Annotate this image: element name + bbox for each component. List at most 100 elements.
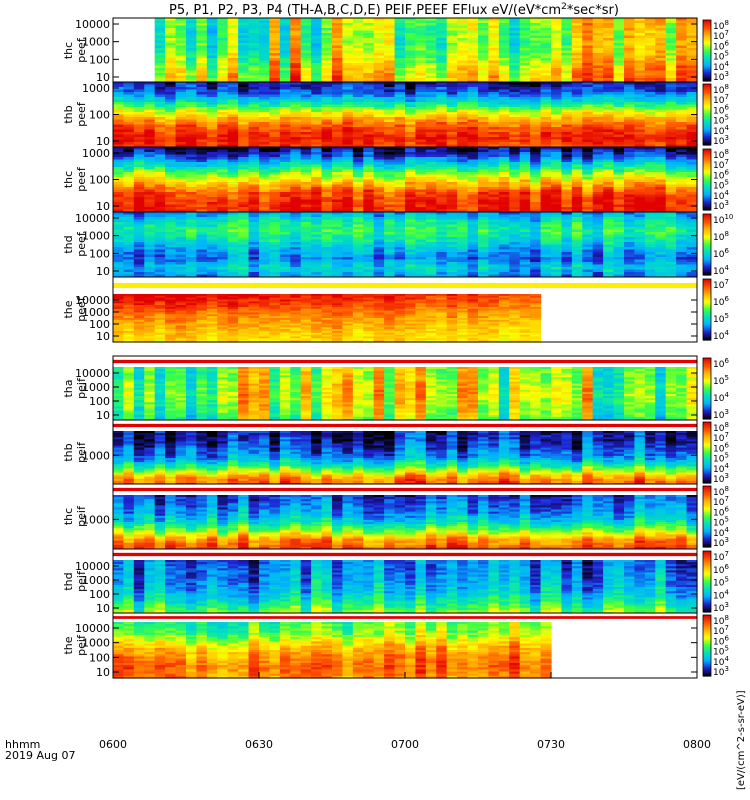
spectrogram-cell — [269, 139, 281, 143]
spectrogram-cell — [165, 89, 177, 93]
spectrogram-cell — [133, 92, 145, 96]
y-tick-label: 10 — [96, 71, 110, 84]
spectrogram-cell — [165, 122, 177, 126]
spectrogram-cell — [488, 53, 500, 57]
spectrogram-cell — [373, 48, 385, 52]
spectrogram-cell — [227, 139, 239, 143]
spectrogram-cell — [290, 53, 302, 57]
spectrogram-cell — [613, 30, 625, 34]
spectrogram-cell — [269, 137, 281, 141]
spectrogram-cell — [206, 87, 218, 91]
spectrogram-cell — [290, 30, 302, 34]
spectrogram-cell — [540, 25, 552, 29]
spectrogram-cell — [363, 38, 375, 42]
spectrogram-cell — [457, 50, 469, 54]
spectrogram-cell — [311, 30, 323, 34]
spectrogram-cell — [154, 87, 166, 91]
spectrogram-cell — [186, 40, 198, 44]
spectrogram-cell — [175, 129, 187, 133]
spectrogram-cell — [113, 117, 125, 121]
spectrogram-cell — [551, 35, 563, 39]
spectrogram-cell — [238, 137, 250, 141]
spectrogram-cell — [217, 134, 229, 138]
spectrogram-cell — [342, 78, 354, 82]
spectrogram-cell — [603, 45, 615, 49]
spectrogram-cell — [509, 48, 521, 52]
spectrogram-cell — [311, 23, 323, 27]
spectrogram-cell — [415, 78, 427, 82]
spectrogram-cell — [196, 129, 208, 133]
spectrogram-cell — [290, 60, 302, 64]
spectrogram-cell — [238, 142, 250, 146]
spectrogram-cell — [561, 33, 573, 37]
spectrogram-cell — [290, 137, 302, 141]
spectrogram-cell — [613, 35, 625, 39]
spectrogram-cell — [300, 142, 312, 146]
spectrogram-cell — [269, 75, 281, 79]
spectrogram-cell — [248, 75, 260, 79]
spectrogram-cell — [425, 43, 437, 47]
spectrogram-cell — [519, 40, 531, 44]
spectrogram-cell — [498, 78, 510, 82]
spectrogram-cell — [269, 55, 281, 59]
spectrogram-cell — [206, 119, 218, 123]
spectrogram-cell — [613, 60, 625, 64]
spectrogram-cell — [175, 102, 187, 106]
spectrogram-cell — [603, 40, 615, 44]
spectrogram-cell — [206, 109, 218, 113]
spectrogram-cell — [519, 25, 531, 29]
spectrogram-cell — [644, 18, 656, 22]
spectrogram-cell — [196, 30, 208, 34]
spectrogram-cell — [686, 43, 698, 47]
spectrogram-cell — [373, 58, 385, 62]
spectrogram-cell — [686, 63, 698, 67]
spectrogram-cell — [624, 20, 636, 24]
spectrogram-cell — [446, 73, 458, 77]
spectrogram-cell — [592, 20, 604, 24]
spectrogram-cell — [269, 104, 281, 108]
spectrogram-cell — [540, 45, 552, 49]
spectrogram-cell — [551, 73, 563, 77]
spectrogram-cell — [133, 134, 145, 138]
spectrogram-cell — [467, 75, 479, 79]
spectrogram-cell — [551, 40, 563, 44]
spectrogram-cell — [123, 124, 135, 128]
spectrogram-cell — [676, 75, 688, 79]
spectrogram-cell — [248, 23, 260, 27]
spectrogram-cell — [676, 55, 688, 59]
spectrogram-cell — [655, 78, 667, 82]
spectrogram-cell — [290, 117, 302, 121]
spectrogram-cell — [405, 33, 417, 37]
spectrogram-cell — [269, 25, 281, 29]
spectrogram-cell — [154, 142, 166, 146]
spectrogram-cell — [279, 70, 291, 74]
spectrogram-cell — [186, 23, 198, 27]
spectrogram-cell — [634, 78, 646, 82]
spectrogram-cell — [311, 132, 323, 136]
spectrogram-cell — [478, 65, 490, 69]
spectrogram-cell — [300, 58, 312, 62]
spectrogram-cell — [342, 18, 354, 22]
spectrogram-cell — [551, 45, 563, 49]
spectrogram-cell — [624, 43, 636, 47]
spectrogram-cell — [425, 60, 437, 64]
spectrogram-cell — [634, 45, 646, 49]
spectrogram-cell — [540, 60, 552, 64]
spectrogram-cell — [644, 63, 656, 67]
spectrogram-cell — [217, 65, 229, 69]
spectrogram-cell — [582, 18, 594, 22]
spectrogram-cell — [519, 35, 531, 39]
spectrogram-cell — [238, 40, 250, 44]
spectrogram-cell — [352, 23, 364, 27]
spectrogram-cell — [217, 33, 229, 37]
spectrogram-cell — [321, 60, 333, 64]
spectrogram-cell — [655, 23, 667, 27]
colorbar-cell — [703, 77, 711, 81]
spectrogram-cell — [634, 35, 646, 39]
spectrogram-cell — [530, 68, 542, 72]
spectrogram-cell — [467, 63, 479, 67]
spectrogram-cell — [384, 55, 396, 59]
spectrogram-cell — [352, 63, 364, 67]
spectrogram-cell — [279, 144, 291, 148]
spectrogram-cell — [133, 97, 145, 101]
